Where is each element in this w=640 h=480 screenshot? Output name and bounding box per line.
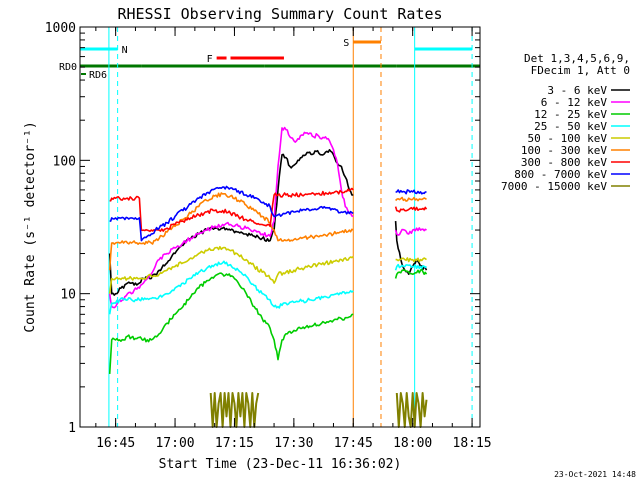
series-line bbox=[108, 245, 427, 294]
flag-label-s: S bbox=[343, 38, 349, 49]
x-tick-label: 18:00 bbox=[393, 436, 432, 451]
legend-entry-label: 6 - 12 keV bbox=[541, 96, 608, 109]
vertical-markers-layer bbox=[108, 27, 473, 427]
legend-entry-label: 7000 - 15000 keV bbox=[501, 180, 607, 193]
legend-entry-label: 300 - 800 keV bbox=[521, 156, 607, 169]
legend-entry-label: 50 - 100 keV bbox=[528, 132, 608, 145]
flag-label-f: F bbox=[207, 54, 213, 65]
y-axis-label: Count Rate (s⁻¹ detector⁻¹) bbox=[23, 121, 38, 332]
axes-layer: 1 10 100 1000 16:45 17:00 17:15 17:30 17:45 18:00… bbox=[45, 21, 492, 451]
chart-title: RHESSI Observing Summary Count Rates bbox=[117, 5, 442, 23]
footer-timestamp: 23-Oct-2021 14:48 bbox=[554, 470, 636, 479]
legend-entry-label: 12 - 25 keV bbox=[534, 108, 607, 121]
flag-label-rd6: RD6 bbox=[89, 70, 107, 81]
y-tick-label: 1000 bbox=[45, 21, 76, 36]
series-line bbox=[108, 260, 427, 315]
x-tick-label: 17:45 bbox=[334, 436, 373, 451]
x-tick-label: 18:15 bbox=[453, 436, 492, 451]
x-tick-label: 16:45 bbox=[96, 436, 135, 451]
x-tick-label: 17:30 bbox=[274, 436, 313, 451]
x-axis-label: Start Time (23-Dec-11 16:36:02) bbox=[159, 457, 402, 472]
series-line bbox=[109, 187, 428, 233]
series-line bbox=[108, 192, 427, 271]
legend-header: FDecim 1, Att 0 bbox=[531, 64, 630, 77]
legend-entry-label: 25 - 50 keV bbox=[534, 120, 607, 133]
series-line bbox=[108, 268, 428, 374]
plot-frame bbox=[79, 26, 481, 428]
legend: Det 1,3,4,5,6,9,FDecim 1, Att 0 3 - 6 keV… bbox=[501, 52, 630, 193]
x-tick-label: 17:15 bbox=[215, 436, 254, 451]
series-line bbox=[109, 185, 427, 242]
legend-header: Det 1,3,4,5,6,9, bbox=[524, 52, 630, 65]
flags-layer: RD0 RD6 N F S bbox=[59, 38, 480, 81]
legend-entry-label: 3 - 6 keV bbox=[547, 84, 607, 97]
legend-entry-label: 100 - 300 keV bbox=[521, 144, 607, 157]
y-tick-label: 1 bbox=[68, 421, 76, 436]
flag-label-rd0: RD0 bbox=[59, 62, 77, 73]
y-tick-label: 10 bbox=[60, 288, 76, 303]
x-tick-label: 17:00 bbox=[155, 436, 194, 451]
legend-entry-label: 800 - 7000 keV bbox=[514, 168, 607, 181]
y-tick-label: 100 bbox=[53, 154, 76, 169]
series-layer bbox=[108, 126, 428, 428]
flag-label-n: N bbox=[122, 45, 128, 56]
